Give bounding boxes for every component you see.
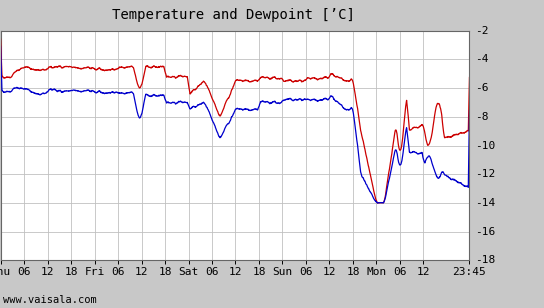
Text: www.vaisala.com: www.vaisala.com (3, 295, 96, 305)
Text: -18: -18 (475, 255, 495, 265)
Text: -2: -2 (475, 26, 489, 36)
Text: Temperature and Dewpoint [’C]: Temperature and Dewpoint [’C] (113, 8, 355, 22)
Text: -12: -12 (475, 169, 495, 179)
Text: -8: -8 (475, 112, 489, 122)
Text: -10: -10 (475, 140, 495, 151)
Text: -14: -14 (475, 198, 495, 208)
Text: -16: -16 (475, 227, 495, 237)
Text: -4: -4 (475, 55, 489, 64)
Text: -6: -6 (475, 83, 489, 93)
